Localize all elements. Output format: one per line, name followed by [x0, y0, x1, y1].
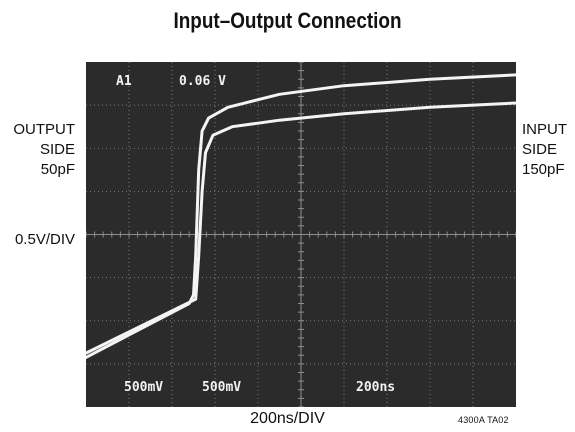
level-readout: 0.06 V	[179, 74, 226, 89]
graticule	[86, 62, 516, 407]
oscilloscope-screen: A1 0.06 V 500mV 500mV 200ns	[86, 62, 516, 407]
ch1-scale-readout: 500mV	[124, 380, 163, 395]
output-label-line: SIDE	[39, 141, 75, 158]
scope-plot: A1 0.06 V 500mV 500mV 200ns	[86, 62, 516, 407]
traces	[86, 73, 516, 359]
ch2-scale-readout: 500mV	[202, 380, 241, 395]
input-label-line: SIDE	[522, 141, 558, 158]
input-side-label: INPUT SIDE 150pF	[522, 120, 567, 180]
input-label-line: INPUT	[522, 121, 567, 138]
x-axis-label: 200ns/DIV	[250, 410, 325, 427]
figure-id: 4300A TA02	[458, 415, 509, 425]
cursor-label: A1	[116, 74, 132, 89]
output-label-line: 50pF	[40, 161, 75, 178]
vertical-scale-label: 0.5V/DIV	[14, 231, 75, 248]
chart-title: Input–Output Connection	[173, 8, 402, 33]
output-side-trace	[86, 73, 516, 359]
output-side-label: OUTPUT SIDE 50pF	[13, 120, 75, 180]
input-label-line: 150pF	[522, 161, 565, 178]
output-label-line: OUTPUT	[13, 121, 75, 138]
input-side-trace	[86, 101, 516, 355]
timebase-readout: 200ns	[356, 380, 395, 395]
